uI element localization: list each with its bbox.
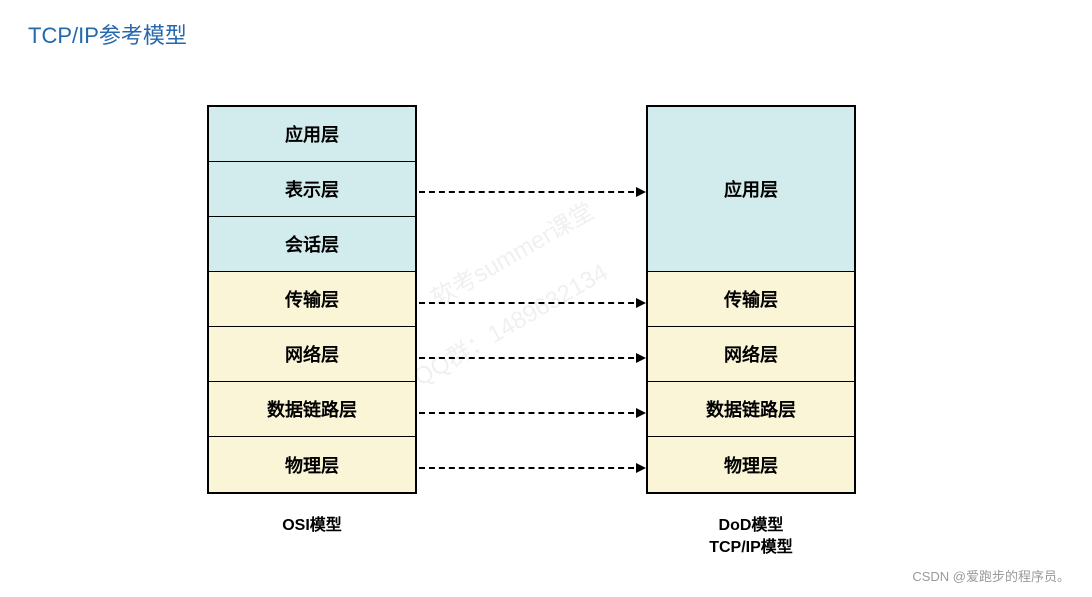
osi-layer-transport: 传输层: [209, 272, 415, 327]
tcpip-layer-network: 网络层: [648, 327, 854, 382]
footer-credit: CSDN @爱跑步的程序员。: [912, 566, 1070, 585]
tcpip-layer-datalink: 数据链路层: [648, 382, 854, 437]
tcpip-stack: 应用层 传输层 网络层 数据链路层 物理层: [646, 105, 856, 494]
tcpip-label: DoD模型 TCP/IP模型: [646, 515, 856, 560]
watermark-2: QQ群：1489632134: [406, 253, 613, 393]
mapping-arrow-4: [419, 412, 644, 414]
osi-stack: 应用层 表示层 会话层 传输层 网络层 数据链路层 物理层: [207, 105, 417, 494]
mapping-arrow-5: [419, 467, 644, 469]
tcpip-layer-transport: 传输层: [648, 272, 854, 327]
mapping-arrow-3: [419, 357, 644, 359]
page-title: TCP/IP参考模型: [28, 18, 187, 50]
watermark-1: 软考summer课堂: [423, 192, 599, 314]
osi-layer-application: 应用层: [209, 107, 415, 162]
osi-layer-network: 网络层: [209, 327, 415, 382]
mapping-arrow-1: [419, 191, 644, 193]
tcpip-label-line2: TCP/IP模型: [646, 537, 856, 559]
tcpip-layer-application: 应用层: [648, 107, 854, 272]
osi-layer-physical: 物理层: [209, 437, 415, 492]
osi-layer-session: 会话层: [209, 217, 415, 272]
mapping-arrow-2: [419, 302, 644, 304]
osi-label: OSI模型: [207, 515, 417, 537]
tcpip-label-line1: DoD模型: [646, 515, 856, 537]
osi-layer-presentation: 表示层: [209, 162, 415, 217]
tcpip-layer-physical: 物理层: [648, 437, 854, 492]
osi-layer-datalink: 数据链路层: [209, 382, 415, 437]
